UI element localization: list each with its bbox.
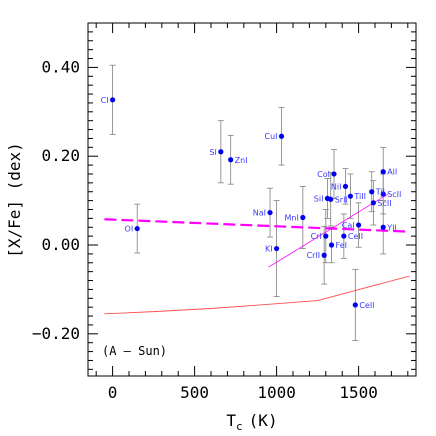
x-tick-label: 500	[180, 383, 209, 402]
x-tick-label: 1000	[257, 383, 296, 402]
data-point	[134, 225, 140, 232]
y-tick-label: 0.20	[41, 146, 80, 165]
point-label: KI	[265, 245, 273, 254]
tick-labels: 0 500 1000 1500 −0.20 0.00 0.20 0.40	[32, 57, 378, 402]
point-label: CrII	[307, 251, 321, 260]
y-tick-label: 0.40	[41, 57, 80, 76]
point-label: YII	[386, 223, 397, 232]
data-point	[267, 209, 273, 216]
data-point	[331, 171, 337, 177]
point-label: SrII	[335, 195, 348, 204]
x-axis-title: Tc (K)	[226, 411, 277, 433]
plot-area	[87, 22, 417, 377]
data-point	[341, 233, 347, 239]
point-label: CeII	[348, 232, 363, 241]
data-point	[300, 214, 306, 221]
x-axis-title-main: T	[226, 411, 236, 430]
point-labels: CI OI SI ZnI NaI KI CuI MnI CrII CrI SiI SrII FeI CoI…	[101, 96, 402, 310]
data-point	[323, 233, 329, 239]
point-label: CrI	[311, 232, 322, 241]
point-label: MnI	[284, 213, 298, 222]
data-point	[274, 245, 280, 252]
data-point	[380, 169, 386, 175]
data-point	[370, 200, 376, 206]
data-point	[328, 196, 334, 202]
data-markers	[110, 97, 386, 308]
data-point	[356, 222, 362, 228]
fit-lines	[104, 193, 410, 268]
point-label: TiI	[375, 188, 385, 197]
point-label: CuI	[265, 132, 278, 141]
model-line-layer	[104, 275, 410, 315]
annotation: (A – Sun)	[102, 344, 167, 358]
data-point	[321, 252, 327, 258]
data-point	[352, 302, 358, 308]
point-label: FeI	[336, 241, 347, 250]
x-tick-label: 1500	[339, 383, 378, 402]
point-label: CoI	[317, 170, 330, 179]
data-point	[369, 189, 375, 195]
point-label: SiI	[314, 194, 324, 203]
point-label: NaI	[253, 209, 266, 218]
model-line	[104, 275, 410, 315]
data-point	[228, 157, 234, 163]
data-point	[110, 97, 116, 103]
trend-line	[268, 193, 389, 268]
point-label: ScII	[387, 190, 401, 199]
data-point	[342, 183, 349, 190]
point-label: OI	[125, 225, 134, 234]
point-label: ZnI	[235, 156, 248, 165]
data-point	[380, 224, 386, 230]
data-point	[218, 149, 224, 155]
point-label: CI	[101, 96, 109, 105]
point-label: SI	[209, 148, 216, 157]
ticks	[88, 22, 416, 376]
x-tick-label: 0	[108, 383, 118, 402]
point-label: NiI	[331, 182, 342, 191]
data-point	[380, 191, 386, 197]
y-tick-label: 0.00	[41, 235, 80, 254]
y-tick-label: −0.20	[32, 324, 80, 343]
point-label: AlI	[387, 168, 397, 177]
data-point	[347, 193, 353, 199]
point-label: CeII	[359, 301, 374, 310]
data-point	[328, 242, 335, 248]
point-label: CaI	[342, 221, 355, 230]
x-axis-title-unit: (K)	[249, 411, 278, 430]
x-axis-title-sub: c	[236, 420, 243, 433]
data-point	[278, 133, 285, 139]
point-label: TiII	[353, 192, 366, 201]
y-axis-title: [X/Fe] (dex)	[5, 142, 24, 258]
point-label: ScII	[377, 199, 391, 208]
